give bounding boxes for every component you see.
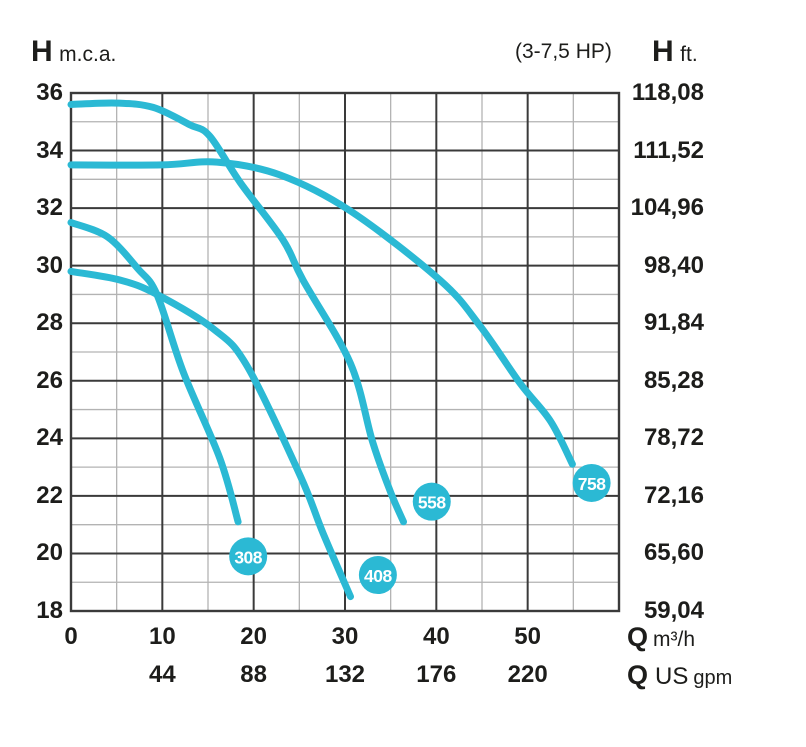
badge-label-308: 308 — [234, 547, 262, 567]
badge-label-558: 558 — [418, 493, 446, 513]
x-tick-m3h-0: 0 — [64, 623, 78, 650]
badge-label-408: 408 — [364, 566, 392, 586]
y-tick-left-26: 26 — [36, 366, 63, 394]
unit-us: US — [655, 663, 689, 690]
y-tick-right-98,40: 98,40 — [643, 251, 704, 279]
unit-m3h: m³/h — [653, 628, 696, 651]
y-tick-right-65,60: 65,60 — [643, 539, 704, 567]
y-tick-right-91,84: 91,84 — [643, 309, 704, 337]
x-tick-m3h-40: 40 — [422, 623, 450, 650]
badge-circle-408 — [358, 556, 397, 595]
head-symbol-left: H — [31, 35, 54, 68]
y-tick-left-32: 32 — [36, 194, 63, 222]
flow-symbol-gpm: Q — [627, 660, 649, 690]
y-tick-right-104,96: 104,96 — [630, 194, 704, 222]
y-tick-left-24: 24 — [36, 424, 63, 452]
badge-circle-308 — [229, 537, 268, 576]
power-range-label: (3-7,5 HP) — [515, 40, 612, 63]
plot-border — [69, 91, 621, 613]
y-tick-right-118,08: 118,08 — [631, 79, 704, 106]
y-tick-left-20: 20 — [36, 539, 63, 567]
x-tick-gpm-132: 132 — [324, 661, 366, 688]
x-tick-gpm-44: 44 — [148, 661, 176, 688]
y-tick-left-30: 30 — [36, 251, 63, 279]
head-symbol-right: H — [652, 35, 675, 68]
x-tick-gpm-220: 220 — [507, 661, 548, 688]
y-tick-right-72,16: 72,16 — [643, 481, 704, 509]
badge-label-758: 758 — [578, 474, 606, 494]
x-tick-gpm-176: 176 — [416, 661, 457, 688]
x-tick-m3h-10: 10 — [148, 623, 176, 650]
badge-circle-758 — [572, 463, 611, 502]
flow-symbol-m3h: Q — [627, 622, 649, 652]
y-tick-left-36: 36 — [36, 79, 63, 106]
curve-558 — [67, 99, 407, 526]
curve-408 — [67, 267, 354, 601]
y-tick-right-111,52: 111,52 — [633, 136, 704, 164]
x-tick-gpm-88: 88 — [240, 661, 267, 688]
y-tick-left-28: 28 — [36, 309, 63, 337]
x-axis-unit-gpm: Q US gpm — [627, 660, 732, 695]
y-tick-left-18: 18 — [36, 597, 63, 624]
y-tick-left-22: 22 — [36, 481, 63, 509]
x-tick-m3h-20: 20 — [240, 623, 267, 650]
head-unit-mca: m.c.a. — [59, 43, 117, 66]
head-unit-ft: ft. — [680, 43, 698, 66]
y-tick-right-78,72: 78,72 — [643, 424, 704, 452]
y-tick-left-34: 34 — [36, 136, 63, 164]
y-tick-right-59,04: 59,04 — [643, 597, 704, 624]
curve-758 — [67, 158, 576, 468]
x-tick-m3h-50: 50 — [514, 623, 541, 650]
y-tick-right-85,28: 85,28 — [643, 366, 704, 394]
x-tick-m3h-30: 30 — [331, 623, 359, 650]
curve-308 — [67, 219, 242, 526]
unit-gpm: gpm — [693, 667, 733, 689]
badge-circle-558 — [412, 482, 451, 521]
